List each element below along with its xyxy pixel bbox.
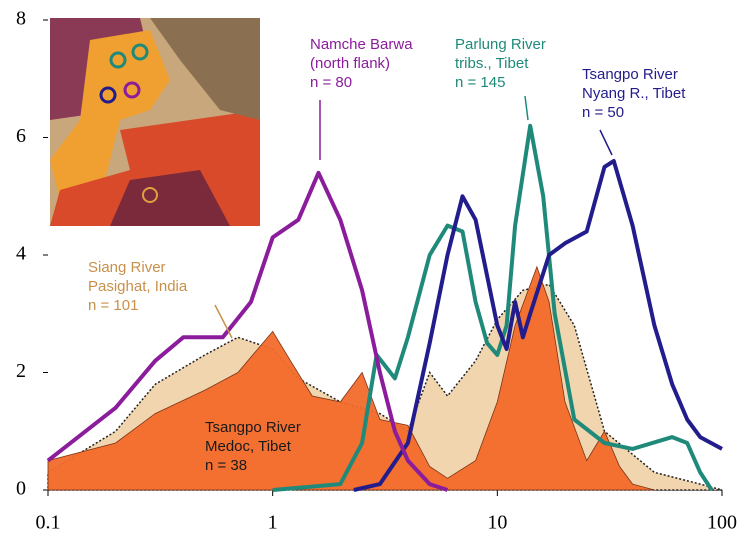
inset-map: [50, 18, 260, 226]
x-tick-label: 10: [487, 512, 507, 534]
series-label: n = 101: [88, 297, 138, 314]
series-label: Parlung River: [455, 36, 546, 53]
chart: 0 2 4 6 8 0.1 1 10 100 Siang River Pasighat, Indi…: [0, 0, 748, 544]
y-tick-label: 4: [16, 243, 26, 265]
series-label: Medoc, Tibet: [205, 438, 292, 455]
y-tick-label: 8: [16, 8, 26, 30]
y-tick-label: 0: [16, 478, 26, 500]
leader-line: [600, 130, 612, 155]
leader-line: [215, 305, 232, 338]
x-tick-label: 1: [268, 512, 278, 534]
x-tick-label: 0.1: [36, 512, 61, 534]
series-label: Tsangpo River: [582, 66, 678, 83]
series-label: (north flank): [310, 55, 390, 72]
y-tick-label: 2: [16, 360, 26, 382]
series-label: Tsangpo River: [205, 419, 301, 436]
series-label: Namche Barwa: [310, 36, 413, 53]
series-label: n = 38: [205, 457, 247, 474]
y-tick-label: 6: [16, 125, 26, 147]
series-label: Nyang R., Tibet: [582, 85, 686, 102]
series-label: Siang River: [88, 259, 166, 276]
series-label: tribs., Tibet: [455, 55, 529, 72]
series-label: n = 145: [455, 74, 505, 91]
x-tick-label: 100: [707, 512, 737, 534]
leader-line: [525, 96, 528, 120]
series-label: n = 50: [582, 104, 624, 121]
series-label: n = 80: [310, 74, 352, 91]
series-label: Pasighat, India: [88, 278, 188, 295]
